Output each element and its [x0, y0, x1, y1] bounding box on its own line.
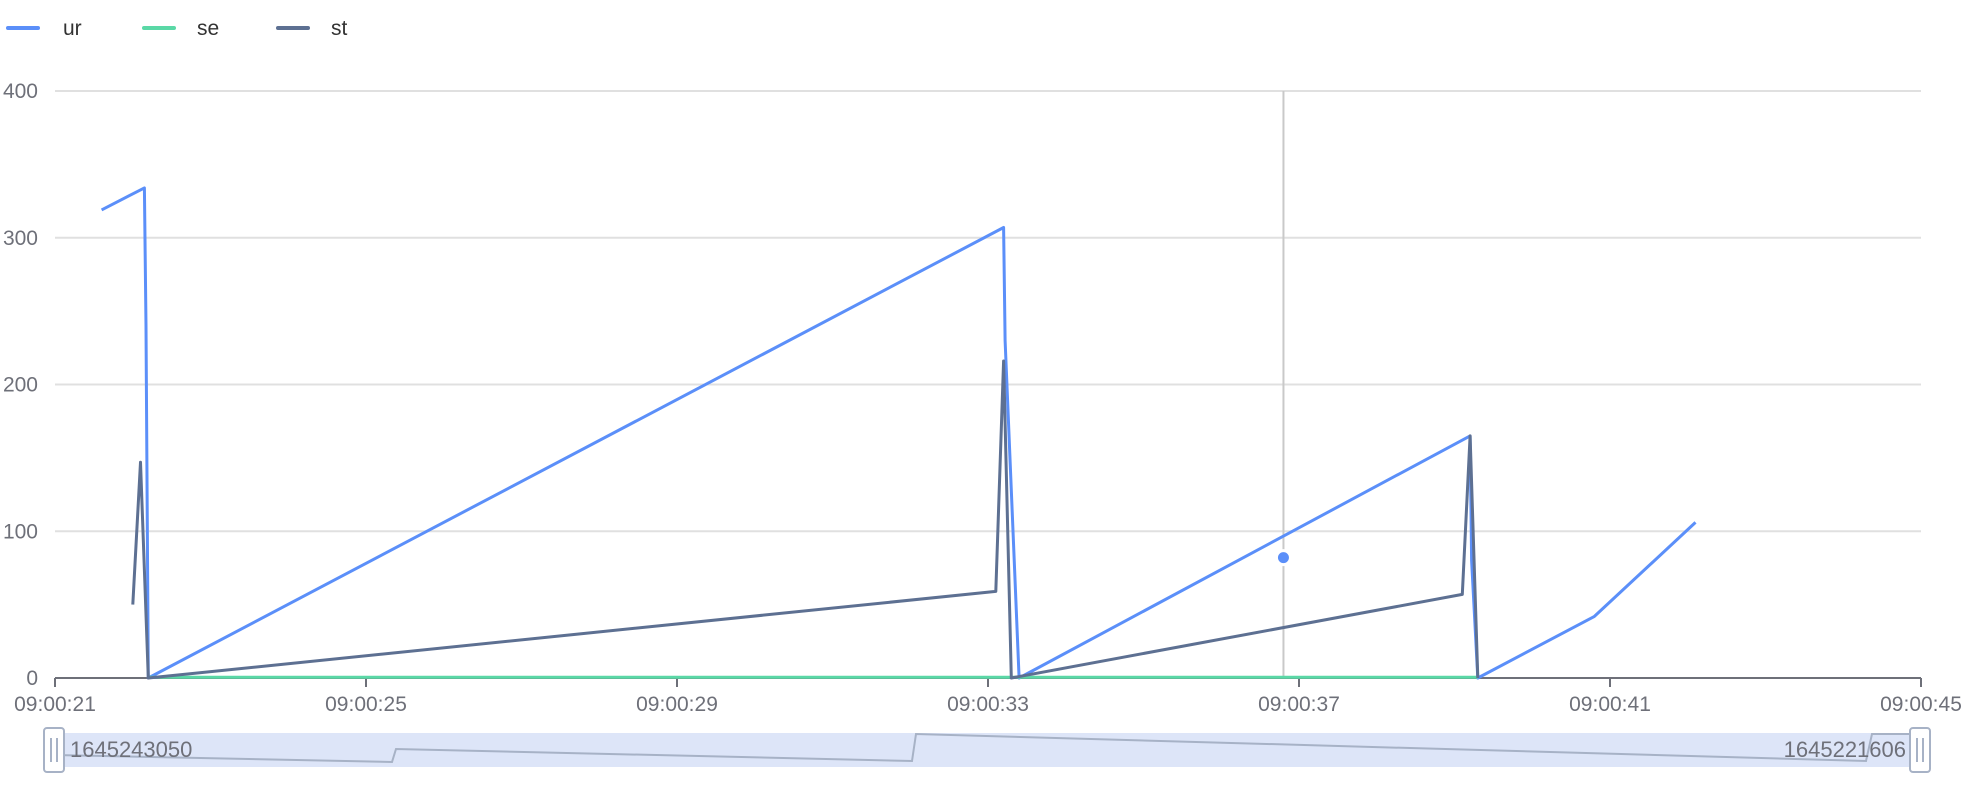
legend-label-se: se [197, 17, 219, 40]
datazoom-slider[interactable]: 1645243050 1645221606 [43, 727, 1931, 773]
y-tick-label: 400 [3, 80, 38, 103]
y-tick-label: 300 [3, 227, 38, 250]
x-tick-label: 09:00:25 [325, 693, 407, 716]
y-tick-label: 0 [26, 667, 38, 690]
grid-lines [55, 90, 1921, 679]
x-tick-label: 09:00:37 [1258, 693, 1340, 716]
series-line-ur [100, 186, 1697, 680]
x-tick-label: 09:00:21 [14, 693, 96, 716]
y-tick-label: 200 [3, 374, 38, 397]
datazoom-end-label: 1645221606 [1784, 737, 1906, 762]
x-tick-label: 09:00:29 [636, 693, 718, 716]
datazoom-range[interactable] [54, 733, 1921, 767]
x-tick-label: 09:00:45 [1880, 693, 1962, 716]
y-axis: 0 100 200 300 400 [3, 80, 38, 690]
legend-item-se[interactable]: se [142, 17, 219, 40]
legend-item-st[interactable]: st [276, 17, 348, 40]
grip-lines-icon [1916, 738, 1924, 762]
pointer-dot [1274, 549, 1292, 567]
y-tick-label: 100 [3, 520, 38, 543]
datazoom-preview-line [53, 732, 1912, 764]
grip-lines-icon [50, 738, 58, 762]
handle-frame [43, 727, 65, 773]
datazoom-start-label: 1645243050 [70, 737, 192, 762]
legend: ur se st [6, 17, 348, 40]
legend-label-ur: ur [63, 17, 82, 40]
series-line-st [131, 359, 1480, 680]
x-tick-label: 09:00:41 [1569, 693, 1651, 716]
x-axis: 09:00:21 09:00:25 09:00:29 09:00:33 09:00:37… [14, 677, 1962, 716]
datazoom-handle-start[interactable] [43, 727, 65, 773]
legend-item-ur[interactable]: ur [6, 17, 82, 40]
handle-frame [1909, 727, 1931, 773]
x-tick-label: 09:00:33 [947, 693, 1029, 716]
legend-label-st: st [331, 17, 348, 40]
datazoom-handle-end[interactable] [1909, 727, 1931, 773]
series-lines [100, 186, 1697, 680]
